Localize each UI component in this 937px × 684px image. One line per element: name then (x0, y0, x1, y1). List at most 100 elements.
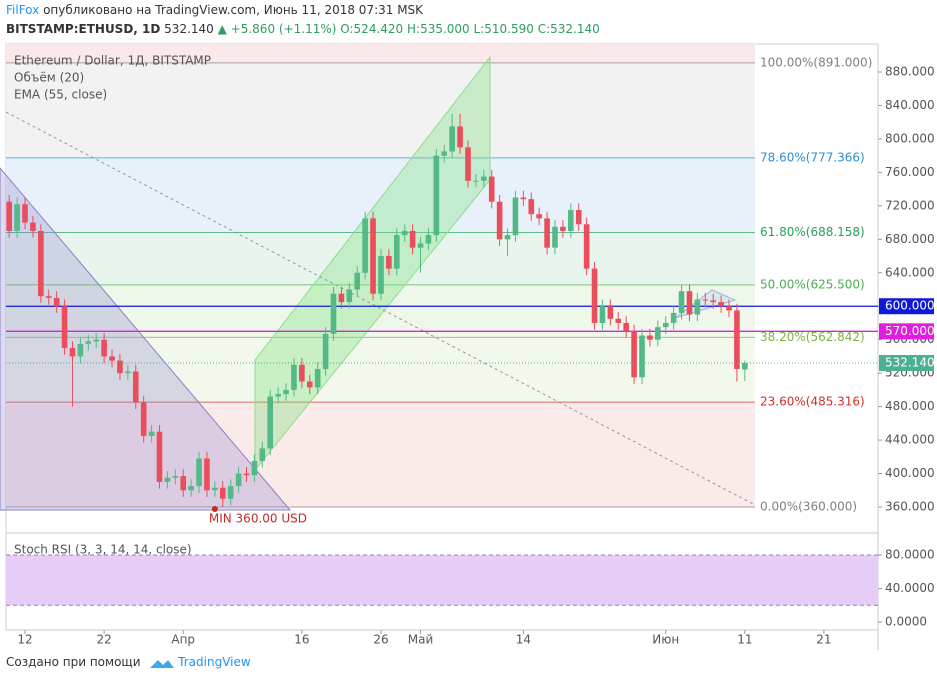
fib-zone (6, 62, 755, 158)
candle-body (639, 335, 645, 378)
header-line-1: FilFox опубликовано на TradingView.com, … (6, 3, 423, 17)
candle-body (172, 476, 179, 478)
candle-body (219, 487, 226, 499)
candle-body (623, 322, 629, 332)
y-tick-label: 840.000 (885, 98, 935, 112)
x-tick-label: 11 (737, 633, 752, 647)
candle-body (61, 306, 68, 349)
candle-body (45, 296, 52, 298)
x-tick-label: Июн (652, 633, 679, 647)
candle-body (552, 226, 558, 248)
candle-body (306, 381, 313, 388)
ohlc-l: L:510.590 (473, 22, 534, 36)
candle-body (38, 230, 44, 297)
candle-body (378, 256, 384, 294)
candle-body (726, 306, 732, 311)
x-tick-label: 26 (373, 633, 388, 647)
ohlc-o: O:524.420 (340, 22, 404, 36)
candle-body (370, 218, 376, 294)
candle-body (536, 214, 542, 219)
candle-body (401, 230, 408, 236)
y-tick-label: 880.000 (885, 65, 935, 79)
x-tick-label: 14 (516, 633, 531, 647)
price-label: 600.000 (885, 299, 935, 313)
candle-body (473, 180, 479, 182)
candle-body (69, 348, 76, 357)
candle-body (362, 218, 368, 273)
candle-body (655, 327, 661, 340)
candle-body (512, 197, 519, 236)
candle-body (140, 402, 147, 436)
candle-body (575, 210, 582, 225)
candle-body (148, 431, 155, 436)
annotation-label: MIN 360.00 USD (209, 511, 307, 525)
chart: Ethereum / Dollar, 1Д, BITSTAMP Объём (2… (0, 43, 935, 650)
candle-body (235, 473, 242, 487)
candle-body (251, 460, 258, 476)
indicator-ema: EMA (55, close) (14, 88, 107, 102)
fib-label: 50.00%(625.500) (760, 277, 865, 291)
candle-body (77, 343, 84, 357)
candle-body (275, 394, 281, 397)
candle-body (267, 396, 274, 449)
y-tick-label: 680.000 (885, 232, 935, 246)
candle-body (283, 389, 289, 395)
last-price-box (879, 354, 934, 371)
x-tick-label: 12 (17, 633, 32, 647)
candle-body (101, 339, 107, 357)
candle-body (670, 312, 677, 323)
candle-body (204, 458, 210, 491)
candle-body (346, 289, 353, 303)
candle-body (433, 155, 440, 236)
candle-body (686, 291, 693, 315)
candle-body (583, 224, 590, 269)
candle-body (109, 356, 115, 361)
candle-body (702, 299, 709, 301)
stoch-tick-label: 80.0000 (885, 548, 935, 562)
candle-body (291, 364, 297, 390)
candle-body (125, 371, 131, 374)
fib-label: 23.60%(485.316) (760, 395, 865, 409)
x-tick-label: 21 (816, 633, 831, 647)
x-tick-label: 22 (96, 633, 111, 647)
fib-label: 0.00%(360.000) (760, 499, 857, 513)
y-tick-label: 640.000 (885, 265, 935, 279)
price-label-box (879, 298, 934, 315)
fib-zone (6, 337, 755, 403)
y-tick-label: 760.000 (885, 165, 935, 179)
y-tick-label: 360.000 (885, 499, 935, 513)
footer-text: Создано при помощи (6, 655, 141, 669)
y-tick-label: 480.000 (885, 399, 935, 413)
fib-label: 61.80%(688.158) (760, 225, 865, 239)
candle-body (164, 477, 171, 482)
last-price-label: 532.140 (885, 355, 935, 369)
candle-body (14, 204, 20, 231)
candle-body (710, 300, 716, 303)
chart-title: Ethereum / Dollar, 1Д, BITSTAMP (14, 54, 211, 68)
candle-body (156, 431, 163, 482)
price-label-box (879, 323, 934, 340)
candle-body (354, 272, 361, 290)
footer: Создано при помощи TradingView (6, 655, 251, 669)
candle-body (322, 333, 329, 369)
y-tick-label: 720.000 (885, 198, 935, 212)
candle-body (425, 235, 432, 244)
candle-body (338, 293, 345, 303)
annotation-marker (211, 505, 218, 512)
candle-body (259, 448, 266, 461)
candle-body (742, 362, 748, 370)
candle-body (591, 268, 598, 323)
change: ▲ +5.860 (+1.11%) (217, 22, 337, 36)
candle-body (132, 371, 139, 403)
published: опубликовано на TradingView.com, Июнь 11… (43, 3, 424, 17)
x-tick-label: 16 (294, 633, 309, 647)
candle-body (449, 126, 455, 152)
author[interactable]: FilFox (6, 3, 40, 17)
candle-body (607, 306, 614, 319)
candle-body (386, 256, 392, 269)
fib-zone (6, 157, 755, 233)
candle-body (631, 331, 637, 378)
price-label: 570.000 (885, 324, 935, 338)
y-tick-label: 800.000 (885, 131, 935, 145)
footer-brand[interactable]: TradingView (178, 655, 251, 669)
